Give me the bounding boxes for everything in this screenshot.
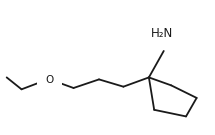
Text: O: O <box>46 75 54 85</box>
Text: H₂N: H₂N <box>150 27 173 40</box>
